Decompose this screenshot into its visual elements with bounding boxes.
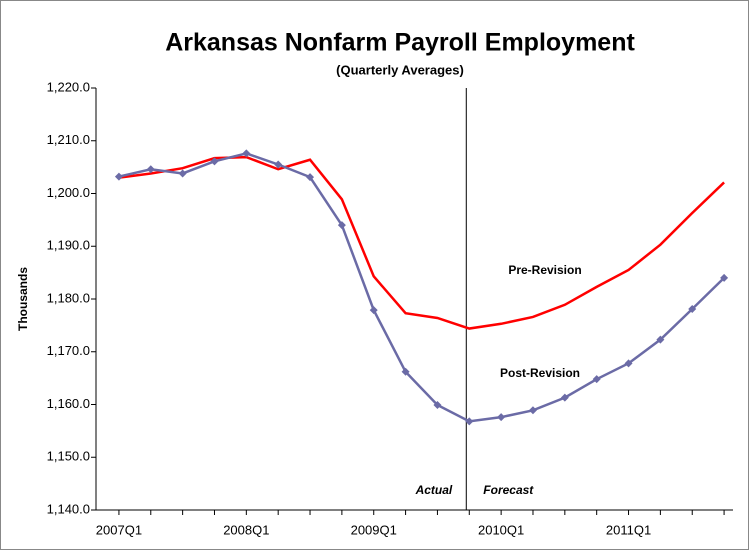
data-point	[114, 172, 123, 181]
data-point	[656, 335, 665, 344]
series-label: Post-Revision	[500, 366, 580, 380]
y-tick-label: 1,210.0	[47, 132, 90, 147]
y-tick-label: 1,170.0	[47, 343, 90, 358]
data-point	[337, 221, 346, 230]
data-point	[560, 393, 569, 402]
data-point	[465, 417, 474, 426]
y-tick-label: 1,190.0	[47, 238, 90, 253]
x-tick-label: 2009Q1	[351, 522, 397, 537]
x-tick-label: 2008Q1	[223, 522, 269, 537]
data-point	[592, 375, 601, 384]
data-point	[401, 367, 410, 376]
y-axis-label: Thousands	[16, 267, 30, 331]
y-tick-label: 1,140.0	[47, 501, 90, 516]
x-tick-label: 2007Q1	[96, 522, 142, 537]
data-point	[369, 306, 378, 315]
series-line	[118, 152, 725, 423]
data-point	[274, 160, 283, 169]
y-tick-label: 1,160.0	[47, 396, 90, 411]
data-point	[242, 149, 251, 158]
x-tick-label: 2010Q1	[478, 522, 524, 537]
data-point	[528, 406, 537, 415]
y-tick-label: 1,180.0	[47, 290, 90, 305]
data-point	[688, 305, 697, 314]
series-line	[118, 155, 725, 330]
data-point	[146, 165, 155, 174]
y-tick-label: 1,220.0	[47, 79, 90, 94]
data-point	[720, 273, 729, 282]
data-point	[624, 359, 633, 368]
chart-subtitle: (Quarterly Averages)	[336, 62, 464, 77]
data-point	[210, 157, 219, 166]
x-tick-label: 2011Q1	[606, 522, 651, 537]
series-label: Pre-Revision	[508, 263, 581, 277]
data-point	[433, 401, 442, 410]
y-tick-label: 1,150.0	[47, 449, 90, 464]
data-point	[178, 169, 187, 178]
data-point	[306, 173, 315, 182]
y-tick-label: 1,200.0	[47, 185, 90, 200]
annotation: Actual	[415, 483, 453, 497]
chart-title: Arkansas Nonfarm Payroll Employment	[165, 29, 635, 57]
data-point	[497, 413, 506, 422]
annotation: Forecast	[483, 483, 534, 497]
